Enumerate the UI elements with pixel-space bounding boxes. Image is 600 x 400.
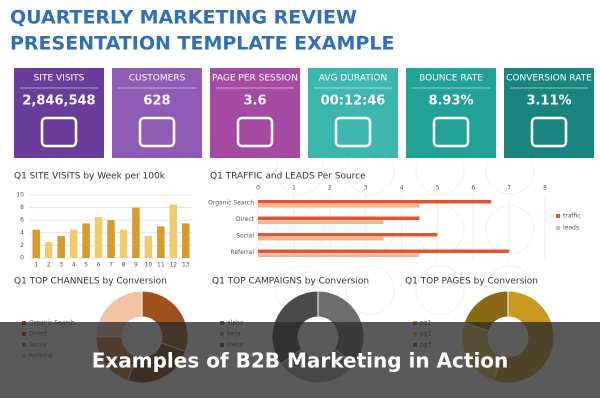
x-tick-label: 6 — [471, 185, 475, 192]
x-tick-label: 12 — [169, 262, 177, 269]
kpi-icon — [236, 116, 274, 148]
bar — [132, 207, 140, 258]
bg-pattern — [345, 205, 395, 255]
x-tick-label: 0 — [256, 185, 260, 192]
kpi-label: AVG DURATION — [319, 74, 387, 84]
bar — [258, 253, 420, 257]
kpi-tile — [112, 68, 202, 158]
x-tick-label: 9 — [134, 262, 138, 269]
bar — [258, 237, 384, 241]
chart-title: Q1 TOP PAGES by Conversion — [405, 277, 538, 287]
chart-title: Q1 TOP CHANNELS by Conversion — [14, 277, 167, 287]
x-tick-label: 7 — [109, 262, 113, 269]
x-tick-label: 7 — [507, 185, 511, 192]
x-tick-label: 2 — [47, 262, 51, 269]
kpi-value: 2,846,548 — [22, 94, 95, 109]
bar — [144, 235, 153, 258]
kpi-value: 00:12:46 — [321, 94, 386, 109]
y-tick-label: Direct — [236, 216, 255, 223]
bar — [44, 242, 53, 258]
kpi-tile — [14, 68, 104, 158]
x-tick-label: 11 — [157, 262, 165, 269]
kpi-value: 8.93% — [428, 94, 473, 109]
x-tick-label: 8 — [543, 185, 547, 192]
bar — [258, 204, 420, 208]
bg-pattern — [415, 265, 465, 315]
kpi-icon — [40, 116, 78, 148]
legend-swatch — [556, 226, 560, 230]
legend-label: traffic — [563, 213, 581, 220]
bg-pattern — [275, 205, 325, 255]
kpi-label: CONVERSION RATE — [506, 74, 592, 84]
bar — [182, 223, 190, 258]
x-tick-label: 1 — [34, 262, 38, 269]
x-tick-label: 10 — [145, 262, 153, 269]
x-tick-label: 6 — [97, 262, 101, 269]
bar — [57, 235, 65, 258]
kpi-tile — [504, 68, 594, 158]
bar — [258, 216, 420, 220]
page-title: PRESENTATION TEMPLATE EXAMPLE — [10, 33, 394, 55]
caption-banner — [0, 322, 600, 398]
bar — [258, 200, 492, 204]
bg-pattern — [345, 265, 395, 315]
y-tick-label: 4 — [20, 229, 24, 236]
bar — [258, 249, 510, 253]
bg-pattern — [415, 205, 465, 255]
kpi-icon — [334, 116, 372, 148]
legend-swatch — [556, 214, 560, 218]
chart-title: Q1 TRAFFIC and LEADS Per Source — [210, 172, 366, 182]
kpi-tile — [406, 68, 496, 158]
bar — [119, 229, 128, 258]
bar — [82, 223, 90, 258]
legend-label: leads — [563, 225, 579, 232]
page-title: QUARTERLY MARKETING REVIEW — [10, 7, 357, 29]
bar — [258, 233, 438, 237]
y-tick-label: Referral — [230, 249, 254, 256]
chart-title: Q1 TOP CAMPAIGNS by Conversion — [212, 277, 369, 287]
x-tick-label: 3 — [364, 185, 368, 192]
y-tick-label: Social — [236, 233, 254, 240]
x-tick-label: 4 — [72, 262, 76, 269]
kpi-tile — [308, 68, 398, 158]
kpi-value: 3.11% — [526, 94, 571, 109]
caption: Examples of B2B Marketing in Action — [92, 349, 509, 373]
bar — [32, 229, 40, 258]
y-tick-label: 0 — [20, 255, 24, 262]
y-tick-label: 10 — [16, 192, 24, 199]
bg-pattern — [485, 205, 535, 255]
kpi-label: BOUNCE RATE — [419, 74, 483, 84]
x-tick-label: 8 — [122, 262, 126, 269]
y-tick-label: Organic Search — [208, 200, 254, 207]
kpi-value: 628 — [143, 94, 170, 109]
kpi-label: PAGE PER SESSION — [212, 74, 298, 84]
bar — [107, 220, 115, 258]
chart-title: Q1 SITE VISITS by Week per 100k — [14, 172, 166, 182]
x-tick-label: 13 — [182, 262, 190, 269]
bar — [157, 226, 165, 258]
kpi-icon — [530, 116, 568, 148]
kpi-label: CUSTOMERS — [129, 74, 186, 84]
y-tick-label: 2 — [20, 242, 24, 249]
bar — [69, 229, 78, 258]
y-tick-label: 6 — [20, 217, 24, 224]
kpi-icon — [138, 116, 176, 148]
x-tick-label: 1 — [292, 185, 296, 192]
kpi-label: SITE VISITS — [34, 74, 85, 84]
x-tick-label: 4 — [400, 185, 404, 192]
x-tick-label: 5 — [84, 262, 88, 269]
bar — [94, 217, 103, 258]
y-tick-label: 8 — [20, 204, 24, 211]
bar — [169, 204, 178, 258]
x-tick-label: 3 — [59, 262, 63, 269]
kpi-icon — [432, 116, 470, 148]
bar — [258, 220, 384, 224]
kpi-value: 3.6 — [243, 94, 266, 109]
kpi-tile — [210, 68, 300, 158]
x-tick-label: 5 — [435, 185, 439, 192]
x-tick-label: 2 — [328, 185, 332, 192]
